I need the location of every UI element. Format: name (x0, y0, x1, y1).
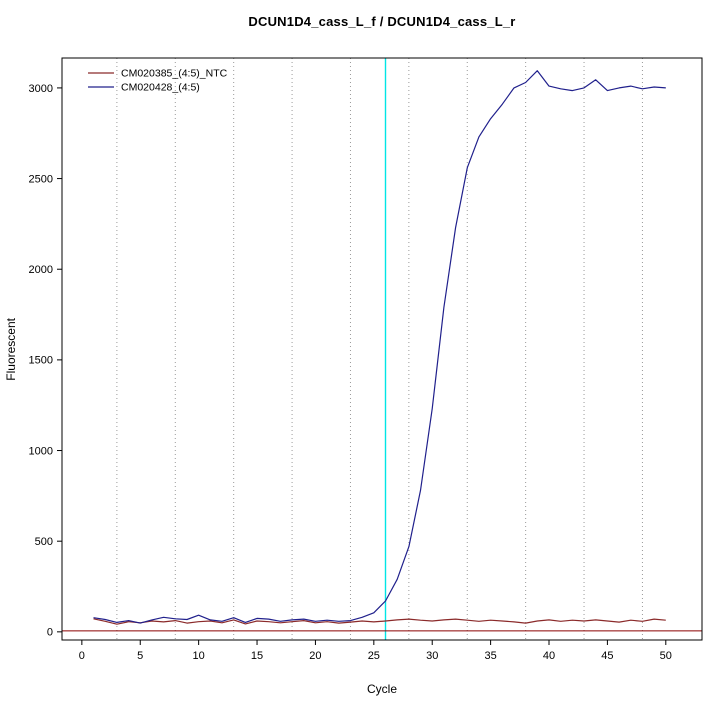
x-tick-label: 10 (193, 650, 205, 662)
y-tick-label: 2500 (29, 173, 53, 185)
x-tick-label: 25 (368, 650, 380, 662)
x-tick-label: 45 (601, 650, 613, 662)
y-tick-label: 1000 (29, 445, 53, 457)
x-tick-label: 15 (251, 650, 263, 662)
x-tick-label: 5 (137, 650, 143, 662)
x-tick-label: 30 (426, 650, 438, 662)
legend-label-1: CM020428_(4:5) (121, 82, 200, 94)
legend-label-0: CM020385_(4:5)_NTC (121, 68, 228, 80)
y-axis-label-wrap: Fluorescent (4, 0, 18, 698)
series-line-0 (93, 618, 666, 625)
x-tick-label: 35 (484, 650, 496, 662)
y-tick-label: 500 (35, 536, 53, 548)
x-tick-label: 50 (660, 650, 672, 662)
x-tick-label: 20 (309, 650, 321, 662)
y-axis-label: Fluorescent (4, 317, 18, 381)
y-tick-label: 3000 (29, 83, 53, 95)
x-axis-label: Cycle (366, 682, 397, 696)
x-tick-label: 40 (543, 650, 555, 662)
series-line-1 (93, 70, 666, 624)
y-tick-label: 0 (47, 627, 53, 639)
chart-title: DCUN1D4_cass_L_f / DCUN1D4_cass_L_r (248, 14, 516, 29)
y-tick-label: 1500 (29, 355, 53, 367)
plot-border (61, 57, 703, 641)
y-tick-label: 2000 (29, 264, 53, 276)
x-tick-label: 0 (79, 650, 85, 662)
